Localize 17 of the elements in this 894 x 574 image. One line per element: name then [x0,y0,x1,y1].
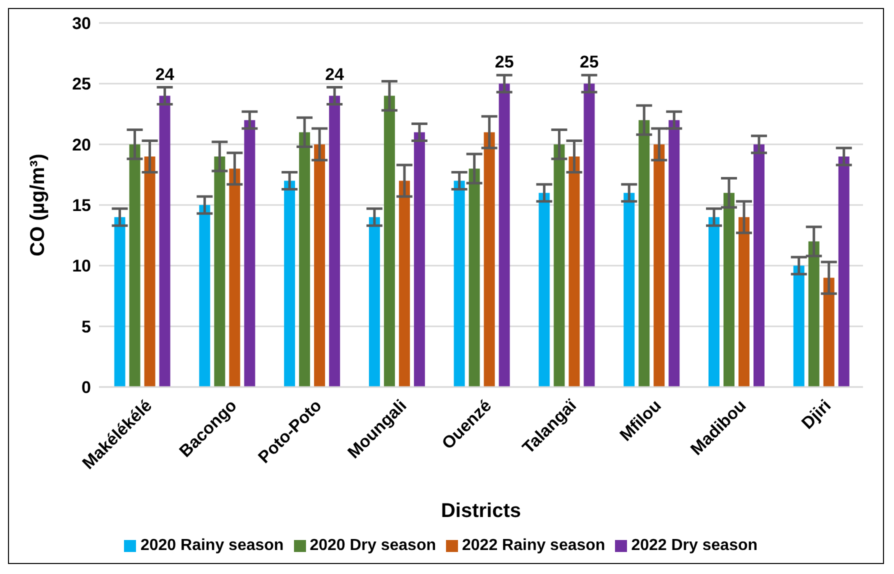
y-tick-label: 10 [72,256,91,276]
y-tick-label: 5 [82,317,91,336]
data-label: 25 [494,52,514,72]
legend-label: 2022 Dry season [631,537,758,554]
y-tick-label: 20 [72,135,91,154]
legend-label: 2020 Dry season [310,537,436,554]
y-tick-label: 30 [72,14,91,34]
y-tick-label: 25 [72,74,91,94]
y-tick-label: 0 [82,378,91,398]
data-label: 24 [325,64,345,84]
legend-label: 2022 Rainy season [462,537,606,554]
data-label: 24 [155,64,175,84]
x-axis-title: Districts [440,500,522,522]
y-axis-title: CO (µg/m³) [27,154,50,256]
legend-label: 2020 Rainy season [140,537,284,554]
y-tick-label: 15 [72,196,91,216]
data-label: 25 [580,52,599,72]
